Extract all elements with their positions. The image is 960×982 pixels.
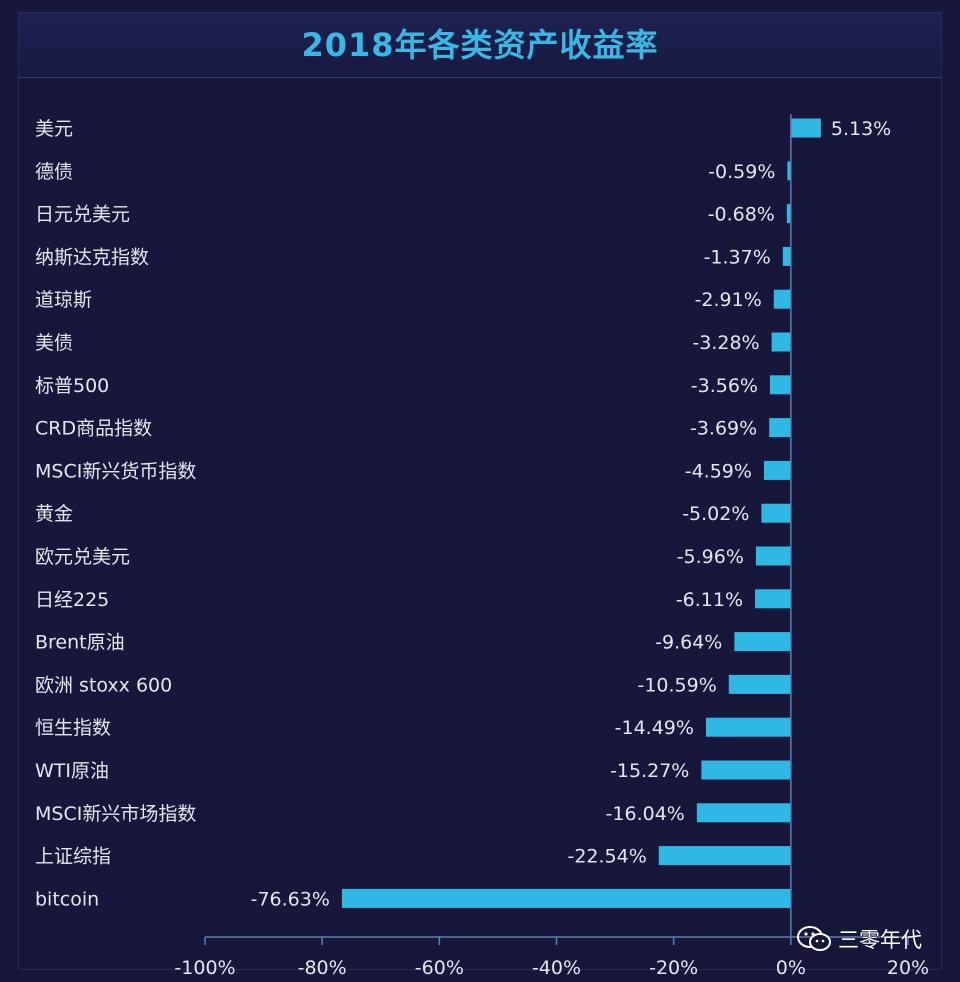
category-label: MSCI新兴市场指数 xyxy=(35,803,196,825)
bar xyxy=(787,161,791,181)
chart-title: 2018年各类资产收益率 xyxy=(301,26,659,64)
category-label: MSCI新兴货币指数 xyxy=(35,460,196,482)
x-tick-label: -60% xyxy=(415,957,464,979)
bar xyxy=(790,118,821,138)
bar xyxy=(696,803,791,823)
bar xyxy=(701,760,791,780)
watermark-text: 三零年代 xyxy=(838,928,922,952)
category-label: 黄金 xyxy=(35,503,73,525)
value-label: -22.54% xyxy=(567,846,646,868)
category-label: Brent原油 xyxy=(35,632,125,654)
bar xyxy=(786,204,791,224)
value-label: -10.59% xyxy=(637,674,716,696)
category-label: 美元 xyxy=(35,118,73,140)
bar xyxy=(769,375,791,395)
watermark: 三零年代 xyxy=(796,924,922,954)
value-label: -76.63% xyxy=(251,888,330,910)
category-label: 欧洲 stoxx 600 xyxy=(35,674,172,696)
value-label: -3.28% xyxy=(692,332,759,354)
category-label: 欧元兑美元 xyxy=(35,546,130,568)
bar xyxy=(773,289,791,309)
bar xyxy=(769,418,791,438)
x-tick-label: 20% xyxy=(887,957,929,979)
chart-frame xyxy=(18,12,942,970)
bar xyxy=(771,332,791,352)
value-label: -0.59% xyxy=(708,161,775,183)
bar xyxy=(734,632,791,652)
category-label: 德债 xyxy=(35,161,73,183)
category-label: CRD商品指数 xyxy=(35,418,152,440)
bar xyxy=(755,589,791,609)
value-label: -2.91% xyxy=(695,289,762,311)
x-tick-label: -100% xyxy=(174,957,235,979)
x-tick-label: -40% xyxy=(532,957,581,979)
bar xyxy=(761,503,791,523)
value-label: -3.69% xyxy=(690,418,757,440)
value-label: -0.68% xyxy=(708,204,775,226)
value-label: -1.37% xyxy=(704,246,771,268)
bar xyxy=(728,674,791,694)
value-label: -6.11% xyxy=(676,589,743,611)
value-label: -16.04% xyxy=(606,803,685,825)
category-label: WTI原油 xyxy=(35,760,109,782)
value-label: -9.64% xyxy=(655,632,722,654)
value-label: -4.59% xyxy=(685,460,752,482)
bar xyxy=(705,717,791,737)
x-tick-label: 0% xyxy=(776,957,806,979)
category-label: 美债 xyxy=(35,332,73,354)
value-label: -5.02% xyxy=(682,503,749,525)
bar xyxy=(782,246,791,266)
value-label: -3.56% xyxy=(691,375,758,397)
value-label: -15.27% xyxy=(610,760,689,782)
value-label: -5.96% xyxy=(677,546,744,568)
value-label: -14.49% xyxy=(615,717,694,739)
wechat-icon xyxy=(797,926,831,951)
bar xyxy=(341,888,791,908)
category-label: 道琼斯 xyxy=(35,289,92,311)
category-label: 日经225 xyxy=(35,589,109,611)
x-tick-label: -80% xyxy=(298,957,347,979)
category-label: 上证综指 xyxy=(35,846,111,868)
category-label: 纳斯达克指数 xyxy=(35,246,149,268)
bar xyxy=(763,460,791,480)
category-label: 标普500 xyxy=(35,375,109,397)
category-label: 日元兑美元 xyxy=(35,204,130,226)
title-bar xyxy=(18,12,942,78)
category-label: bitcoin xyxy=(35,888,99,910)
x-tick-label: -20% xyxy=(649,957,698,979)
bar xyxy=(755,546,791,566)
bar xyxy=(658,846,791,866)
value-label: 5.13% xyxy=(831,118,891,140)
category-label: 恒生指数 xyxy=(35,717,111,739)
